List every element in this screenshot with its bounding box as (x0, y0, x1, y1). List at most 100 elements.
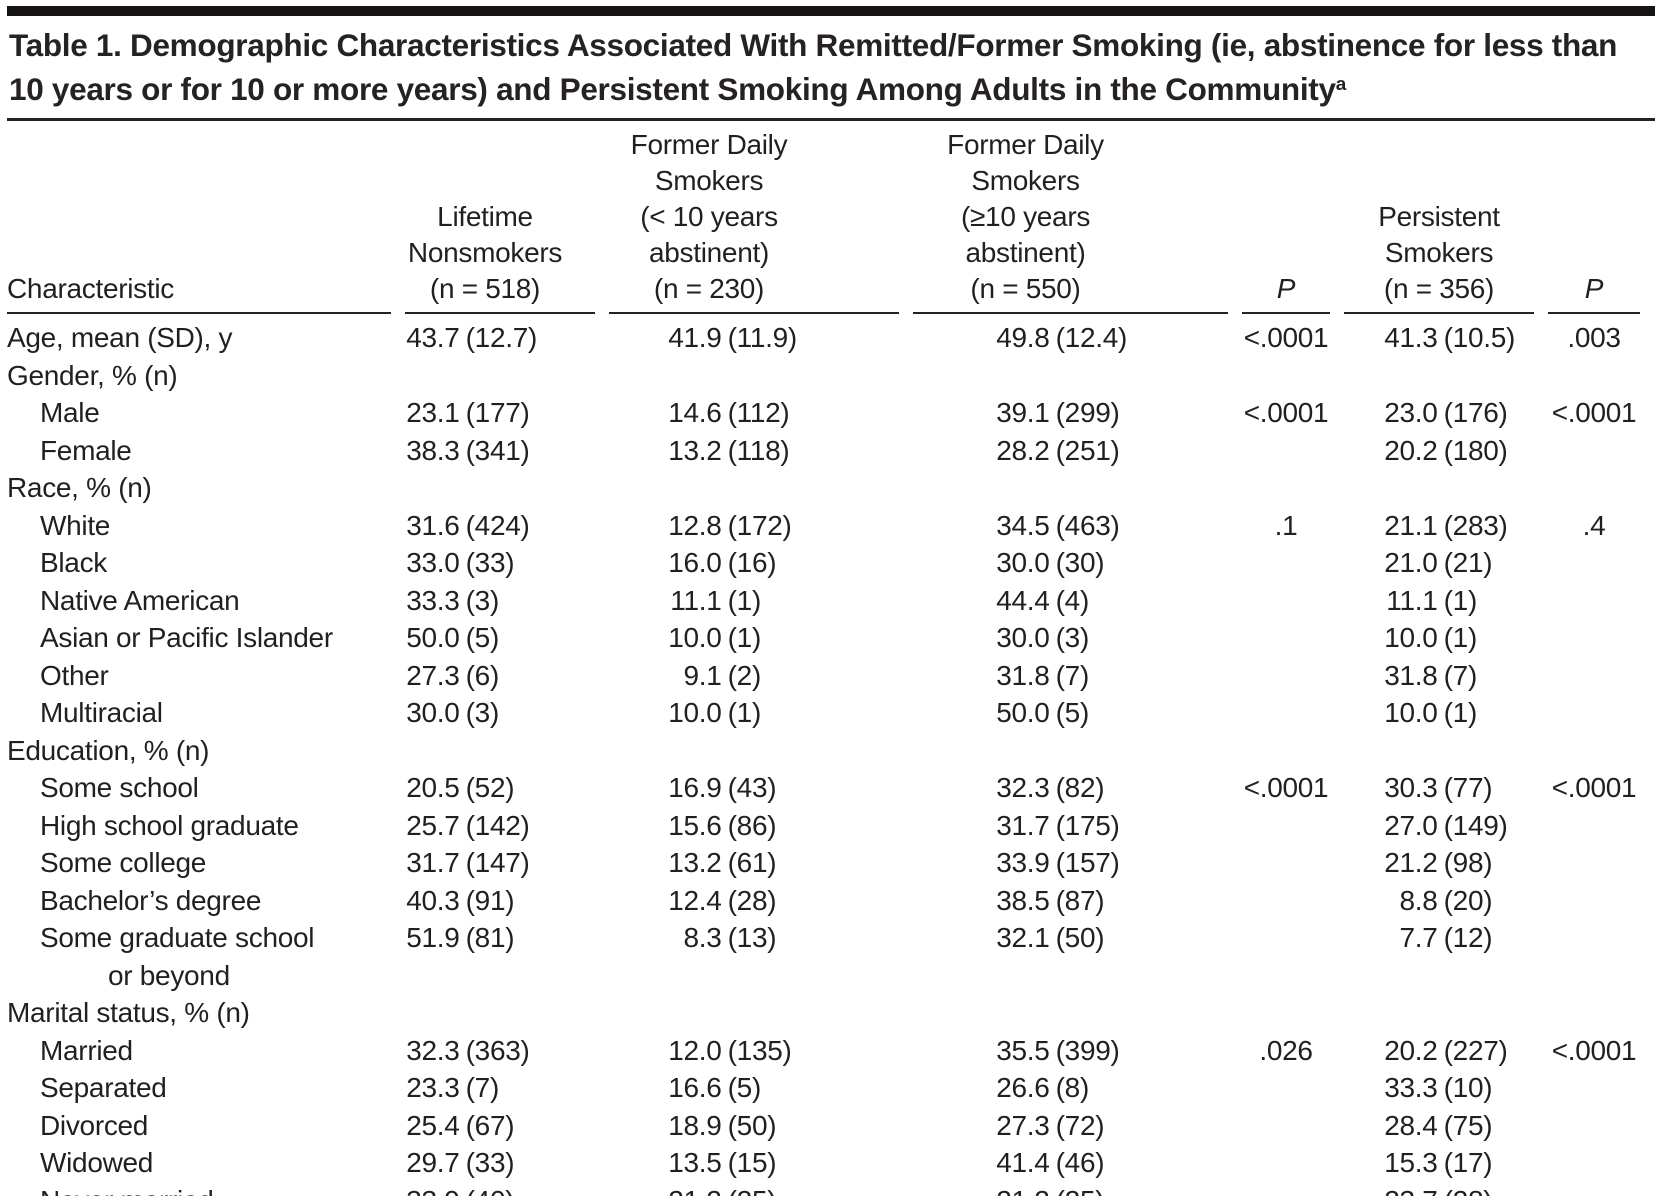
count-value: (43) (727, 772, 777, 803)
value-cell: 21.2(25) (609, 1182, 899, 1196)
p-value (1242, 694, 1330, 732)
value-cell (405, 469, 595, 507)
value-cell: 21.2 (98) (1344, 844, 1534, 882)
value-cell: 7.7 (12) (1344, 919, 1534, 994)
count-value: (13) (727, 922, 777, 953)
row-label: Never married (7, 1182, 391, 1196)
percent-value: 7.7 (1399, 922, 1438, 953)
row-label: Widowed (7, 1144, 391, 1182)
count-value: (1) (1443, 697, 1478, 728)
value-cell: 23.3 (7) (405, 1069, 595, 1107)
table-row: Never married33.9(40)21.2(25)21.2(25)23.… (7, 1182, 1640, 1196)
count-value: (46) (1055, 1147, 1105, 1178)
p-value: <.0001 (1243, 772, 1329, 803)
table-row: White 31.6 (424) 12.8 (172) 34.5 (463) .1 21.1 (2… (7, 507, 1640, 545)
percent-value: 33.3 (406, 584, 460, 616)
count-value: (177) (465, 397, 530, 428)
count-value: (10.5) (1443, 322, 1516, 353)
p-value: .003 (1567, 322, 1621, 353)
count-value: (12.7) (465, 322, 538, 353)
count-value: (7) (1055, 659, 1090, 691)
value-cell: 32.3 (82) (913, 769, 1228, 807)
column-header-p-value-1: P (1242, 121, 1330, 314)
count-value: (75) (1443, 1109, 1493, 1141)
p-value (1242, 544, 1330, 582)
table-row: Female 38.3 (341) 13.2 (118) 28.2 (251) 20.2 (18… (7, 432, 1640, 470)
count-value: (12) (1443, 922, 1493, 953)
count-value: (8) (1055, 1072, 1090, 1103)
count-value: (3) (465, 584, 500, 616)
percent-value: 14.6 (668, 397, 722, 428)
count-value: (1) (727, 622, 762, 653)
p-value (1242, 357, 1330, 395)
value-cell: 11.1 (1) (1344, 582, 1534, 620)
p-value (1548, 1107, 1640, 1145)
demographics-table: Characteristic Lifetime Nonsmokers (n = 5… (0, 121, 1654, 1196)
count-value: (15) (727, 1147, 777, 1178)
value-cell: 10.0 (1) (1344, 619, 1534, 657)
value-cell (405, 994, 595, 1032)
row-label-text: Separated (40, 1072, 167, 1103)
value-cell: 31.8 (7) (913, 657, 1228, 695)
value-cell (1344, 994, 1534, 1032)
percent-value: 30.3 (1384, 772, 1438, 803)
value-cell: 44.4 (4) (913, 582, 1228, 620)
p-value (1242, 432, 1330, 470)
value-cell: 27.0 (149) (1344, 807, 1534, 845)
percent-value: 23.7 (1383, 1182, 1438, 1196)
percent-value: 41.4 (996, 1147, 1050, 1178)
p-value (1548, 1069, 1640, 1107)
column-header-former-daily-smokers-ge10: Former Daily Smokers (≥10 years abstinen… (913, 121, 1228, 314)
column-header-former-daily-smokers-lt10: Former Daily Smokers (< 10 years abstine… (609, 121, 899, 314)
row-label: Married (7, 1032, 391, 1070)
row-label: Other (7, 657, 391, 695)
count-value: (118) (727, 434, 790, 466)
value-cell (1344, 732, 1534, 770)
column-header-lifetime-nonsmokers: Lifetime Nonsmokers (n = 518) (405, 121, 595, 314)
count-value: (11.9) (727, 322, 798, 353)
row-label-text: Some graduate school (40, 922, 315, 953)
percent-value: 11.1 (1386, 584, 1438, 616)
value-cell: 43.7 (12.7) (405, 314, 595, 357)
value-cell: 18.9 (50) (609, 1107, 899, 1145)
value-cell: 33.0 (33) (405, 544, 595, 582)
count-value: (77) (1443, 772, 1493, 803)
percent-value: 31.7 (996, 809, 1050, 841)
table-row: Widowed 29.7 (33) 13.5 (15) 41.4 (46) 15.3 (17) (7, 1144, 1640, 1182)
value-cell: 33.3 (10) (1344, 1069, 1534, 1107)
count-value: (147) (465, 847, 530, 878)
count-value: (149) (1443, 809, 1508, 841)
p-value: <.0001 (1551, 772, 1637, 803)
row-label: Age, mean (SD), y (7, 314, 391, 357)
percent-value: 39.1 (996, 397, 1050, 428)
row-label: Separated (7, 1069, 391, 1107)
percent-value: 16.9 (668, 772, 722, 803)
p-value (1548, 544, 1640, 582)
value-cell: 34.5 (463) (913, 507, 1228, 545)
count-value: (283) (1443, 509, 1508, 541)
value-cell: 49.8 (12.4) (913, 314, 1228, 357)
section-row: Education, % (n) (7, 732, 1640, 770)
value-cell: 31.6 (424) (405, 507, 595, 545)
count-value: (157) (1055, 847, 1120, 878)
percent-value: 12.4 (668, 884, 722, 916)
percent-value: 16.6 (668, 1072, 722, 1103)
percent-value: 16.0 (668, 547, 722, 578)
percent-value: 12.8 (668, 509, 722, 541)
value-cell (405, 732, 595, 770)
value-cell: 12.8 (172) (609, 507, 899, 545)
percent-value: 50.0 (996, 697, 1050, 728)
count-value: (463) (1055, 509, 1120, 541)
percent-value: 50.0 (406, 622, 460, 653)
percent-value: 15.3 (1384, 1147, 1438, 1178)
value-cell: 21.1 (283) (1344, 507, 1534, 545)
count-value: (61) (727, 847, 777, 878)
percent-value: 10.0 (1384, 697, 1438, 728)
percent-value: 26.6 (996, 1072, 1050, 1103)
p-value: <.0001 (1551, 1034, 1637, 1066)
row-label-text: Never married (40, 1185, 214, 1196)
percent-value: 25.7 (406, 809, 460, 841)
p-value (1548, 619, 1640, 657)
percent-value: 32.3 (406, 1034, 460, 1066)
percent-value: 51.9 (406, 922, 460, 953)
